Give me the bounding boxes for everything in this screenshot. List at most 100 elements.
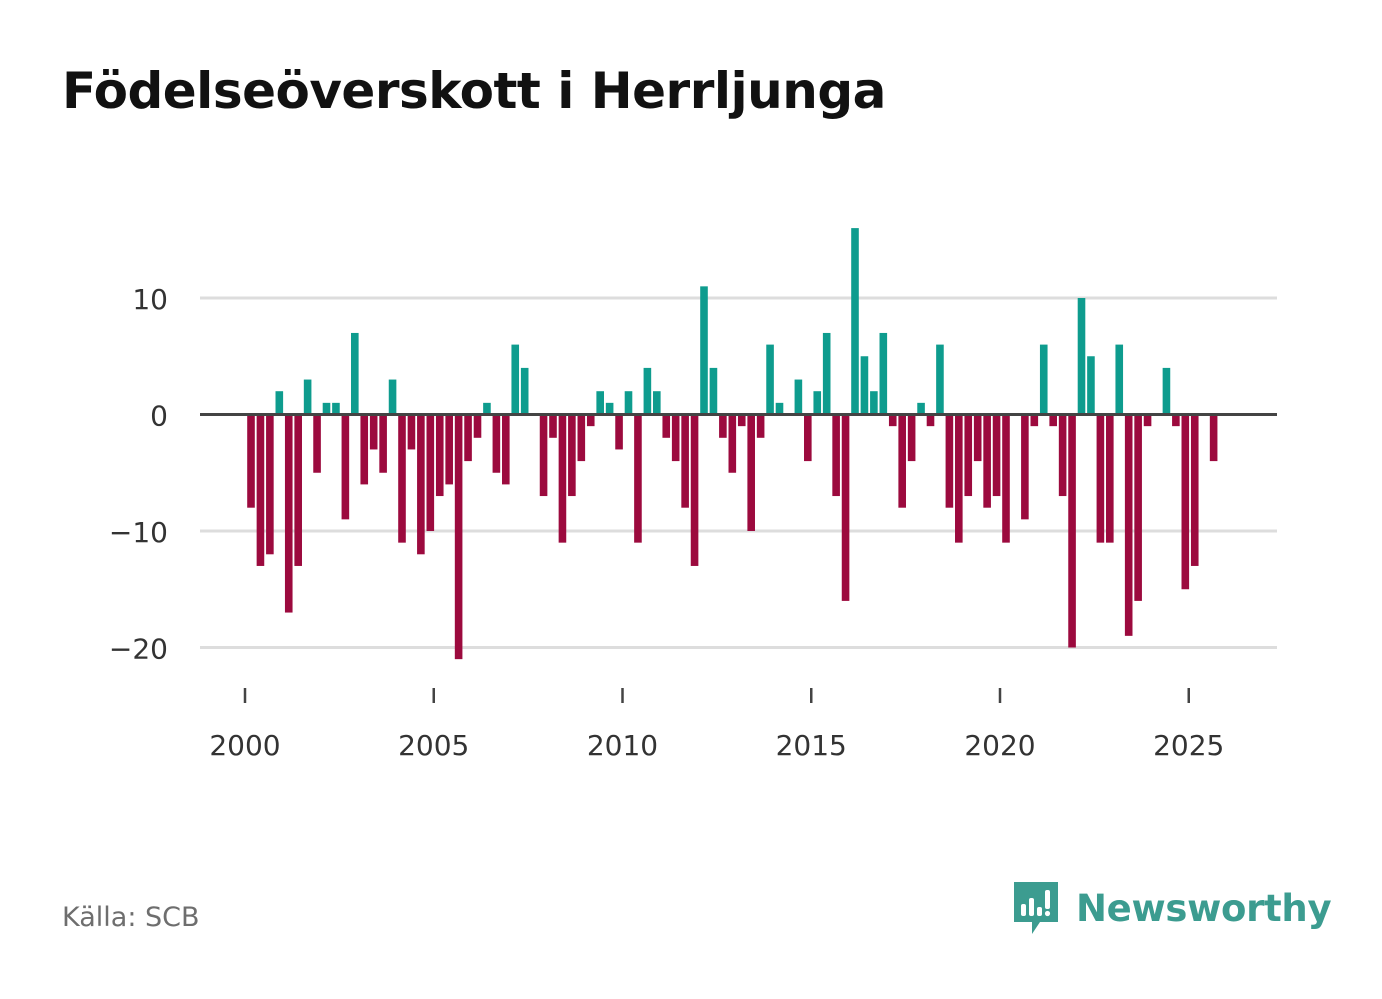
- bar-negative: [1058, 414, 1067, 497]
- bar-positive: [794, 379, 803, 415]
- x-tick-label: 2025: [1153, 729, 1224, 762]
- newsworthy-brand[interactable]: Newsworthy: [1010, 878, 1332, 938]
- bar-positive: [596, 391, 604, 415]
- bar-negative: [1002, 414, 1010, 543]
- bar-negative: [719, 414, 727, 438]
- bar-negative: [247, 414, 255, 508]
- x-axis-ticks: 2000 2005 2010 2015 2020 2025: [209, 688, 1224, 762]
- bar-negative: [832, 414, 840, 497]
- bar-negative: [804, 414, 812, 462]
- bar-positive: [1077, 298, 1086, 415]
- bar-negative: [690, 414, 699, 566]
- bar-positive: [1087, 356, 1095, 415]
- y-tick-label: −10: [109, 516, 168, 549]
- bar-negative: [1181, 414, 1190, 590]
- bar-positive: [775, 402, 784, 415]
- bar-negative: [407, 414, 416, 450]
- bar-negative: [1143, 414, 1152, 427]
- bar-positive: [709, 367, 718, 415]
- bar-negative: [1068, 414, 1076, 648]
- bar-negative: [898, 414, 906, 508]
- bar-negative: [983, 414, 991, 508]
- bar-negative: [1172, 414, 1180, 427]
- bar-negative: [586, 414, 595, 427]
- bar-positive: [624, 391, 633, 415]
- bar-negative: [492, 414, 501, 473]
- bar-negative: [964, 414, 973, 497]
- bar-chart-speech-bubble-icon: [1014, 882, 1058, 934]
- bar-positive: [1115, 344, 1124, 415]
- brand-name: Newsworthy: [1076, 886, 1332, 930]
- bar-positive: [605, 402, 614, 415]
- bar-negative: [426, 414, 435, 531]
- bar-negative: [398, 414, 406, 543]
- bar-negative: [992, 414, 1001, 497]
- bar-positive: [936, 344, 944, 415]
- bar-negative: [445, 414, 453, 485]
- bar-negative: [417, 414, 425, 555]
- bar-positive: [870, 391, 878, 415]
- bar-negative: [360, 414, 369, 485]
- y-tick-label: 0: [150, 400, 168, 433]
- bar-negative: [1124, 414, 1133, 636]
- bar-negative: [256, 414, 265, 566]
- chart-title: Födelseöverskott i Herrljunga: [62, 62, 886, 120]
- bar-positive: [766, 344, 774, 415]
- bar-negative: [435, 414, 444, 497]
- bar-negative: [1106, 414, 1114, 543]
- bar-negative: [539, 414, 548, 497]
- bar-positive: [303, 379, 312, 415]
- bar-negative: [341, 414, 350, 520]
- bar-negative: [955, 414, 963, 543]
- bar-negative: [1030, 414, 1039, 427]
- bar-negative: [907, 414, 916, 462]
- bar-negative: [728, 414, 737, 473]
- bar-negative: [926, 414, 935, 427]
- bar-positive: [700, 286, 708, 415]
- bar-positive: [917, 402, 925, 415]
- bar-negative: [502, 414, 510, 485]
- bar-negative: [1134, 414, 1142, 601]
- bar-negative: [473, 414, 482, 438]
- x-tick-label: 2015: [776, 729, 847, 762]
- bar-negative: [577, 414, 586, 462]
- bar-negative: [737, 414, 746, 427]
- bar-negative: [671, 414, 680, 462]
- bar-negative: [294, 414, 302, 566]
- x-tick-label: 2000: [209, 729, 280, 762]
- bar-positive: [813, 391, 822, 415]
- bar-negative: [266, 414, 274, 555]
- bar-positive: [1039, 344, 1048, 415]
- bar-positive: [653, 391, 661, 415]
- y-axis-ticks: 10 0 −10 −20: [109, 283, 168, 666]
- bar-negative: [615, 414, 623, 450]
- bar-positive: [483, 402, 491, 415]
- bars: [247, 228, 1218, 660]
- bar-positive: [520, 367, 529, 415]
- bar-negative: [558, 414, 567, 543]
- x-tick-label: 2010: [587, 729, 658, 762]
- bar-negative: [634, 414, 642, 543]
- bar-negative: [454, 414, 463, 660]
- bar-positive: [643, 367, 652, 415]
- bar-positive: [851, 228, 859, 415]
- bar-positive: [511, 344, 520, 415]
- bar-positive: [879, 332, 888, 415]
- bar-negative: [681, 414, 689, 508]
- bar-negative: [756, 414, 765, 438]
- bar-negative: [662, 414, 671, 438]
- bar-negative: [568, 414, 576, 497]
- bar-negative: [888, 414, 897, 427]
- y-tick-label: 10: [132, 283, 168, 316]
- bar-negative: [1096, 414, 1105, 543]
- bar-negative: [313, 414, 321, 473]
- bar-negative: [973, 414, 982, 462]
- bar-positive: [351, 332, 359, 415]
- bar-negative: [379, 414, 387, 473]
- source-label: Källa: SCB: [62, 902, 200, 933]
- bar-positive: [860, 356, 869, 415]
- bar-negative: [747, 414, 755, 531]
- bar-positive: [1162, 367, 1171, 415]
- bar-negative: [549, 414, 557, 438]
- bar-negative: [369, 414, 378, 450]
